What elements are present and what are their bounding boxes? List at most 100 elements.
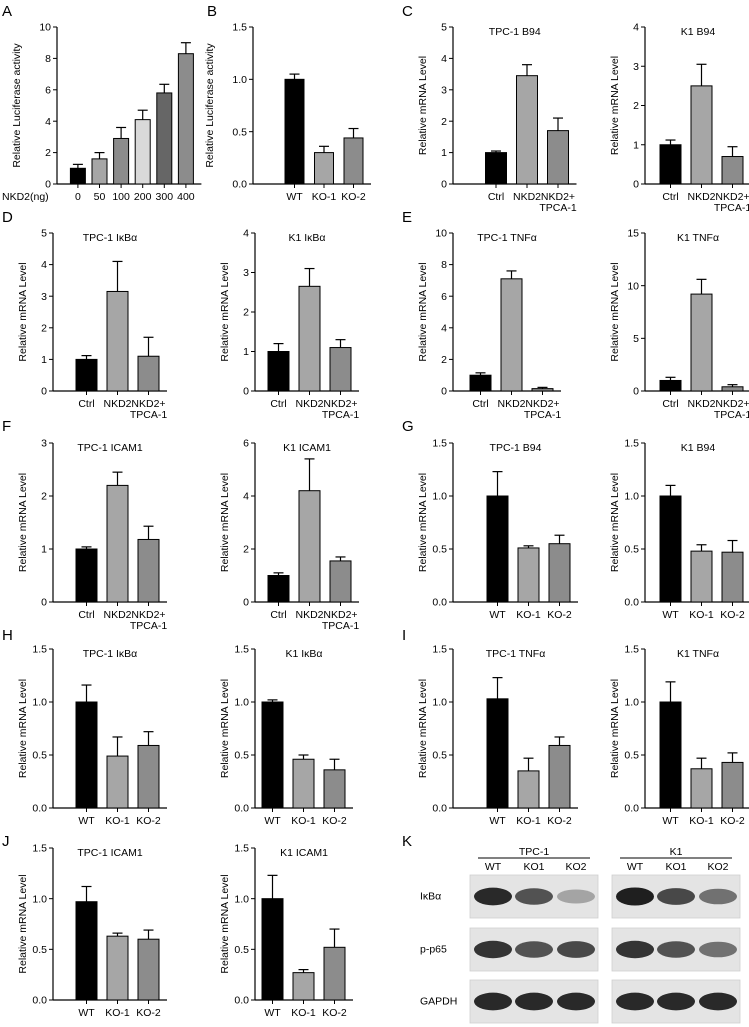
bar — [106, 935, 129, 1001]
x-tick-label-line: KO-1 — [516, 815, 541, 827]
x-tick-label-line: KO-2 — [547, 815, 572, 827]
bar — [75, 901, 98, 1001]
y-tick-label: 5 — [41, 228, 47, 240]
bar — [177, 53, 194, 185]
x-tick-label-line: KO-1 — [516, 609, 541, 621]
x-tick-label-line: NKD2+ — [323, 609, 357, 621]
y-tick-label: 2 — [633, 100, 639, 112]
x-tick-label: NKD2+ TPCA-1 — [322, 398, 360, 421]
chart-title: K1 ICAM1 — [283, 442, 331, 454]
chart-title: K1 B94 — [681, 26, 716, 38]
y-axis-label: Relative Luciferase activity — [204, 43, 216, 168]
x-tick-label-line: KO-1 — [689, 815, 714, 827]
chart-f1: 0 1 2 3 Relative mRNA Level TPC-1 ICAM1 Ctrl NK… — [17, 438, 167, 632]
x-tick-label-line: Ctrl — [78, 398, 94, 410]
x-tick-label: NKD2 — [295, 609, 323, 621]
bar — [137, 538, 160, 603]
panel-label-a: A — [2, 3, 12, 20]
x-tick-label-line: NKD2 — [687, 398, 715, 410]
x-tick-label: KO-2 — [547, 609, 572, 621]
x-tick-label: Ctrl — [78, 398, 94, 410]
chart-g2: 0.0 0.5 1.0 1.5 Relative mRNA Level K1 B94 WT K… — [609, 438, 749, 621]
y-axis-label: Relative mRNA Level — [219, 473, 231, 572]
chart-c1: 0 1 2 3 4 5 Relative mRNA Level TPC-1 B94 Ctrl NK… — [417, 22, 577, 214]
bar — [156, 92, 173, 185]
y-tick-label: 1 — [41, 354, 47, 366]
y-tick-label: 1.5 — [32, 843, 47, 855]
x-tick-label-line: Ctrl — [270, 398, 286, 410]
x-tick-label-line: NKD2 — [103, 398, 131, 410]
bar — [137, 744, 160, 809]
blot-band — [474, 940, 512, 959]
x-tick-label: KO-1 — [516, 609, 541, 621]
bar — [690, 768, 713, 809]
y-tick-label: 2 — [441, 354, 447, 366]
x-tick-label: 400 — [177, 191, 195, 203]
x-tick-label: KO-1 — [516, 815, 541, 827]
y-axis-label: Relative mRNA Level — [417, 679, 429, 778]
chart-title: K1 ICAM1 — [280, 847, 328, 859]
y-axis-label: Relative mRNA Level — [417, 473, 429, 572]
panel-label-f: F — [2, 418, 11, 435]
y-tick-label: 1.0 — [232, 74, 247, 86]
panel-letters: A B C D E F G H I J K — [2, 3, 414, 850]
x-tick-label-line: Ctrl — [78, 609, 94, 621]
y-axis-label: Relative mRNA Level — [219, 874, 231, 973]
bar — [517, 770, 540, 809]
x-tick-label: KO-2 — [341, 191, 366, 203]
y-tick-label: 0.5 — [432, 544, 447, 556]
y-tick-label: 3 — [441, 84, 447, 96]
y-tick-label: 0.5 — [624, 750, 639, 762]
blot-row-label: IκBα — [420, 891, 441, 903]
x-tick-label-line: NKD2+ — [131, 609, 165, 621]
y-axis-label: Relative mRNA Level — [609, 473, 621, 572]
x-tick-label: NKD2 — [687, 191, 715, 203]
y-axis-label: Relative mRNA Level — [219, 262, 231, 361]
chart-h1: 0.0 0.5 1.0 1.5 Relative mRNA Level TPC-1 IκB… — [17, 644, 167, 827]
bar — [469, 374, 492, 392]
bar — [298, 490, 321, 603]
y-tick-label: 2 — [41, 491, 47, 503]
bar — [75, 701, 98, 809]
y-tick-label: 0.5 — [432, 750, 447, 762]
blot-lane-label: WT — [627, 861, 644, 873]
x-tick-label: Ctrl — [78, 609, 94, 621]
x-tick-label: NKD2 — [513, 191, 541, 203]
chart-title: TPC-1 TNFα — [486, 648, 546, 660]
x-tick-label: NKD2+ TPCA-1 — [714, 398, 749, 421]
x-tick-label: WT — [286, 191, 303, 203]
x-tick-label-line: NKD2+ — [715, 398, 749, 410]
x-tick-label-line: TPCA-1 — [539, 202, 577, 214]
blot-band — [699, 992, 737, 1011]
x-tick-label-line: WT — [78, 1007, 95, 1019]
x-tick-label: WT — [78, 1007, 95, 1019]
x-tick-label-line: 100 — [112, 191, 130, 203]
y-tick-label: 2 — [41, 322, 47, 334]
chart-title: TPC-1 B94 — [489, 26, 541, 38]
y-tick-label: 2 — [441, 116, 447, 128]
y-tick-label: 1 — [41, 544, 47, 556]
x-tick-label: WT — [489, 815, 506, 827]
x-tick-label-line: Ctrl — [662, 191, 678, 203]
bar — [548, 543, 571, 603]
bar — [486, 495, 509, 603]
x-tick-label-line: 200 — [134, 191, 152, 203]
y-tick-label: 10 — [39, 22, 51, 34]
x-tick-label-line: KO-1 — [105, 1007, 130, 1019]
y-tick-label: 2 — [243, 544, 249, 556]
x-tick-label: KO-1 — [105, 1007, 130, 1019]
x-tick-label-line: TPCA-1 — [714, 202, 749, 214]
y-tick-label: 0 — [243, 597, 249, 609]
bar — [343, 137, 364, 185]
x-tick-label-line: WT — [264, 815, 281, 827]
y-tick-label: 1.5 — [234, 644, 249, 656]
x-tick-label: NKD2+ TPCA-1 — [524, 398, 562, 421]
y-tick-label: 0.5 — [234, 750, 249, 762]
y-tick-label: 5 — [633, 333, 639, 345]
y-tick-label: 3 — [41, 438, 47, 450]
y-tick-label: 0 — [633, 386, 639, 398]
bar — [659, 495, 682, 603]
blot-band — [515, 888, 553, 905]
bar — [75, 358, 98, 392]
chart-title: K1 IκBα — [285, 648, 322, 660]
